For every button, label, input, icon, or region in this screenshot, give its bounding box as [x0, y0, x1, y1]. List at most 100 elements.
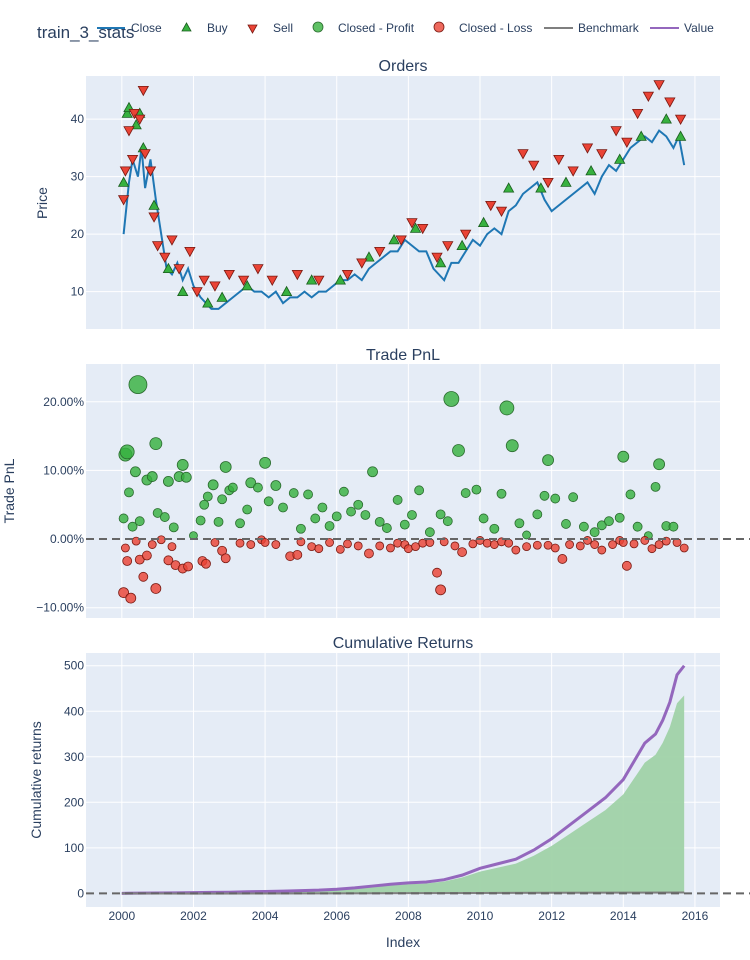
- loss-trade-marker: [393, 538, 403, 548]
- loss-trade-marker: [557, 554, 568, 564]
- sell-marker: [139, 149, 151, 160]
- loss-trade-marker: [550, 543, 560, 553]
- legend-item-close[interactable]: Close: [97, 21, 162, 35]
- buy-marker: [635, 130, 647, 141]
- loss-trade-marker: [271, 540, 281, 549]
- loss-trade-marker: [532, 540, 542, 550]
- sell-marker: [653, 80, 665, 91]
- loss-trade-marker: [235, 538, 245, 548]
- profit-trade-marker: [471, 484, 482, 495]
- profit-trade-marker: [278, 502, 288, 513]
- x-axis-title: Index: [386, 934, 420, 950]
- x-tick-label: 2002: [180, 909, 207, 923]
- profit-trade-marker: [296, 523, 306, 534]
- orders-y-axis-title: Price: [34, 187, 50, 219]
- profit-trade-marker: [152, 508, 163, 518]
- profit-trade-marker: [496, 488, 507, 499]
- profit-trade-marker: [499, 400, 515, 416]
- y-tick-label: 30: [71, 170, 85, 184]
- loss-trade-marker: [597, 545, 607, 555]
- profit-trade-marker: [353, 499, 364, 510]
- buy-marker: [409, 222, 422, 233]
- sell-marker: [209, 281, 221, 292]
- sell-marker: [191, 287, 203, 298]
- loss-trade-marker: [314, 544, 324, 554]
- legend-item-buy[interactable]: Buy: [181, 21, 228, 35]
- sell-marker: [148, 212, 160, 223]
- loss-trade-marker: [163, 555, 174, 566]
- y-tick-label: 10.00%: [43, 463, 84, 477]
- legend-label-close: Close: [131, 21, 162, 35]
- profit-trade-marker: [128, 375, 148, 394]
- profit-trade-marker: [668, 521, 679, 532]
- profit-trade-marker: [374, 516, 385, 527]
- sell-marker: [553, 154, 565, 166]
- profit-trade-marker: [338, 486, 349, 497]
- legend-item-value[interactable]: Value: [650, 21, 714, 35]
- loss-trade-marker: [647, 544, 657, 554]
- y-tick-label: 500: [64, 659, 84, 673]
- sell-marker: [252, 264, 264, 275]
- trade-pnl-y-axis-title: Trade PnL: [1, 458, 17, 523]
- loss-trade-marker: [608, 540, 617, 549]
- loss-trade-marker: [121, 543, 130, 553]
- profit-trade-marker: [407, 510, 417, 520]
- profit-trade-marker: [149, 437, 163, 451]
- sell-marker: [356, 258, 368, 269]
- legend-label-closed-loss: Closed - Loss: [459, 21, 532, 35]
- profit-trade-marker: [367, 466, 378, 478]
- loss-trade-marker: [654, 540, 664, 549]
- profit-trade-marker: [324, 521, 335, 531]
- sell-marker: [374, 246, 386, 258]
- sell-marker: [123, 126, 135, 137]
- loss-trade-marker: [307, 542, 317, 552]
- loss-trade-marker: [122, 556, 133, 566]
- buy-marker: [560, 176, 572, 187]
- profit-trade-marker: [532, 509, 543, 520]
- sell-marker: [610, 126, 622, 137]
- sell-marker: [128, 108, 141, 120]
- sell-marker: [528, 160, 540, 171]
- close-price-line: [122, 129, 686, 310]
- buy-marker: [614, 153, 626, 164]
- sell-marker: [431, 252, 443, 263]
- loss-trade-marker: [468, 539, 478, 549]
- loss-trade-marker: [522, 542, 531, 552]
- x-tick-label: 2008: [395, 909, 422, 923]
- profit-trade-marker: [259, 456, 271, 469]
- sell-marker: [173, 264, 185, 275]
- loss-trade-marker: [118, 587, 130, 598]
- buy-marker: [660, 113, 672, 124]
- legend-item-closed-profit[interactable]: Closed - Profit: [312, 21, 415, 35]
- loss-trade-marker: [575, 541, 585, 551]
- buy-marker: [434, 257, 447, 268]
- sell-marker: [642, 91, 655, 102]
- sell-marker: [126, 154, 139, 166]
- profit-trade-marker: [392, 495, 403, 505]
- sell-marker: [117, 195, 130, 206]
- sell-marker: [517, 149, 529, 160]
- buy-marker: [334, 274, 346, 285]
- profit-trade-marker: [542, 454, 554, 467]
- profit-trade-marker: [195, 515, 206, 526]
- profit-trade-marker: [522, 530, 531, 540]
- x-tick-label: 2010: [467, 909, 494, 923]
- profit-trade-marker: [124, 487, 134, 498]
- legend-item-sell[interactable]: Sell: [247, 21, 293, 35]
- profit-trade-marker: [168, 522, 179, 533]
- legend-item-benchmark[interactable]: Benchmark: [544, 21, 640, 35]
- cumulative-y-axis-title: Cumulative returns: [28, 721, 44, 839]
- legend-label-closed-profit: Closed - Profit: [338, 21, 415, 35]
- loss-trade-marker: [210, 538, 220, 547]
- profit-trade-marker: [127, 521, 138, 532]
- sell-marker: [621, 137, 633, 148]
- loss-trade-marker: [590, 540, 600, 549]
- sell-marker: [442, 241, 454, 252]
- buy-marker: [456, 239, 468, 251]
- sell-marker: [341, 269, 354, 281]
- sell-legend-swatch: [247, 24, 258, 34]
- buy-marker: [117, 176, 130, 187]
- sell-marker: [417, 223, 429, 235]
- legend-item-closed-loss[interactable]: Closed - Loss: [433, 21, 532, 35]
- profit-trade-marker: [180, 471, 192, 483]
